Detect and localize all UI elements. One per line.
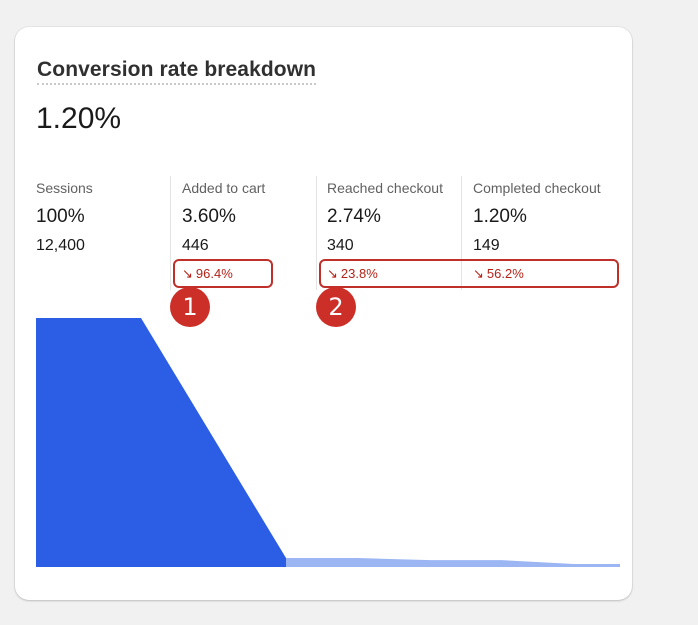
step-count: 446 bbox=[182, 237, 209, 254]
step-label: Sessions bbox=[36, 180, 93, 196]
funnel-step-sessions: Sessions 100% 12,400 bbox=[36, 176, 170, 290]
trend-down-icon: ↘ bbox=[182, 266, 193, 281]
step-label: Reached checkout bbox=[327, 180, 443, 196]
annotation-marker-1: 1 bbox=[170, 287, 210, 327]
step-percent: 2.74% bbox=[327, 206, 381, 227]
step-percent: 3.60% bbox=[182, 206, 236, 227]
step-change-value: 56.2% bbox=[486, 266, 524, 281]
annotation-marker-2: 2 bbox=[316, 287, 356, 327]
funnel-step-reached-checkout: Reached checkout 2.74% 340 ↘ 23.8% bbox=[316, 176, 462, 290]
trend-down-icon: ↘ bbox=[473, 266, 484, 281]
step-change-value: 96.4% bbox=[195, 266, 233, 281]
trend-down-icon: ↘ bbox=[327, 266, 338, 281]
step-change-value: 23.8% bbox=[340, 266, 378, 281]
funnel-stage-sessions bbox=[36, 318, 286, 567]
step-percent: 1.20% bbox=[473, 206, 527, 227]
step-count: 12,400 bbox=[36, 237, 85, 254]
step-label: Completed checkout bbox=[473, 180, 601, 196]
step-label: Added to cart bbox=[182, 180, 266, 196]
funnel-step-added-to-cart: Added to cart 3.60% 446 ↘ 96.4% bbox=[170, 176, 316, 290]
step-change: ↘ 96.4% bbox=[182, 266, 233, 282]
funnel-svg bbox=[36, 318, 620, 567]
step-count: 340 bbox=[327, 237, 354, 254]
step-percent: 100% bbox=[36, 206, 85, 227]
conversion-rate-value: 1.20% bbox=[36, 102, 122, 135]
step-change: ↘ 56.2% bbox=[473, 266, 524, 282]
annotation-highlight-2 bbox=[319, 259, 619, 288]
funnel-stage-later bbox=[286, 558, 620, 567]
step-change: ↘ 23.8% bbox=[327, 266, 378, 282]
funnel-step-completed-checkout: Completed checkout 1.20% 149 ↘ 56.2% bbox=[461, 176, 621, 290]
card-title[interactable]: Conversion rate breakdown bbox=[37, 58, 317, 85]
annotation-highlight-1 bbox=[173, 259, 273, 288]
step-count: 149 bbox=[473, 237, 500, 254]
funnel-chart bbox=[36, 318, 620, 567]
